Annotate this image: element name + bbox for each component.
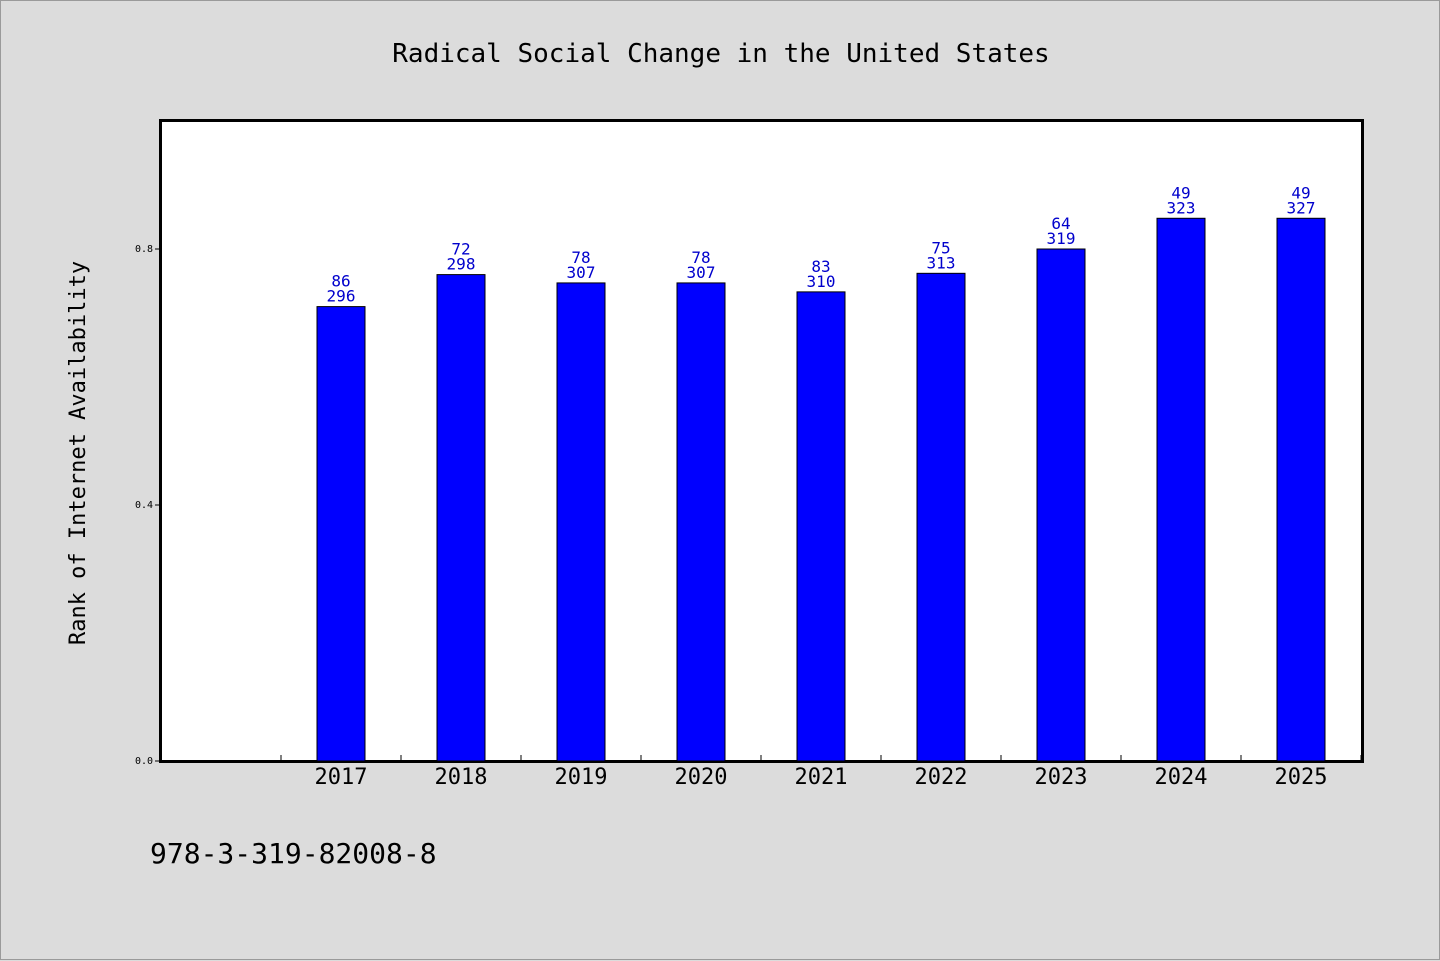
data-label-top: 86 xyxy=(331,272,350,291)
y-tick-label: 0.0 xyxy=(135,756,153,767)
x-tick-label: 2024 xyxy=(1155,765,1208,790)
bar-2018 xyxy=(436,274,486,762)
data-label-top: 64 xyxy=(1051,214,1070,233)
y-axis-label: Rank of Internet Availability xyxy=(66,261,91,645)
data-labels-group: 8629620177229820187830720197830720208331… xyxy=(315,183,1328,790)
bar-2017 xyxy=(316,306,366,762)
data-label-bottom: 310 xyxy=(807,272,836,291)
data-label-top: 49 xyxy=(1171,183,1190,202)
x-tick-label: 2025 xyxy=(1275,765,1328,790)
data-label-bottom: 323 xyxy=(1167,198,1196,217)
data-label-top: 78 xyxy=(691,248,710,267)
footer-isbn: 978-3-319-82008-8 xyxy=(150,837,437,870)
x-tick-label: 2017 xyxy=(315,765,368,790)
axis-ticks: 0.0 0.4 0.8 xyxy=(135,244,1362,767)
data-label-bottom: 313 xyxy=(927,253,956,272)
data-label-top: 72 xyxy=(451,240,470,259)
bar-2022 xyxy=(916,272,966,762)
x-tick-label: 2023 xyxy=(1035,765,1088,790)
data-label-bottom: 327 xyxy=(1287,198,1316,217)
data-label-top: 75 xyxy=(931,238,950,257)
data-label-top: 78 xyxy=(571,248,590,267)
x-tick-label: 2019 xyxy=(555,765,608,790)
bars-group xyxy=(316,217,1326,762)
data-label-bottom: 319 xyxy=(1047,229,1076,248)
x-tick-label: 2021 xyxy=(795,765,848,790)
data-label-top: 49 xyxy=(1291,183,1310,202)
bar-2020 xyxy=(676,282,726,762)
data-label-bottom: 307 xyxy=(567,263,596,282)
chart-title: Radical Social Change in the United Stat… xyxy=(392,39,1049,69)
bar-2025 xyxy=(1276,217,1326,762)
bar-2023 xyxy=(1036,248,1086,762)
bar-2024 xyxy=(1156,217,1206,762)
x-tick-label: 2018 xyxy=(435,765,488,790)
y-tick-label: 0.4 xyxy=(135,500,153,511)
x-tick-label: 2020 xyxy=(675,765,728,790)
x-tick-label: 2022 xyxy=(915,765,968,790)
data-label-bottom: 296 xyxy=(327,287,356,306)
y-tick-label: 0.8 xyxy=(135,244,153,255)
bar-2019 xyxy=(556,282,606,762)
data-label-bottom: 298 xyxy=(447,255,476,274)
data-label-top: 83 xyxy=(811,257,830,276)
data-label-bottom: 307 xyxy=(687,263,716,282)
bar-2021 xyxy=(796,291,846,762)
